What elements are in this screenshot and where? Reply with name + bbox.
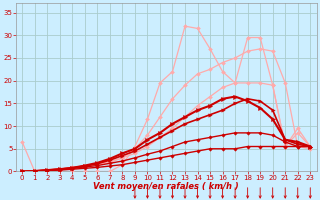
X-axis label: Vent moyen/en rafales ( km/h ): Vent moyen/en rafales ( km/h ): [93, 182, 239, 191]
